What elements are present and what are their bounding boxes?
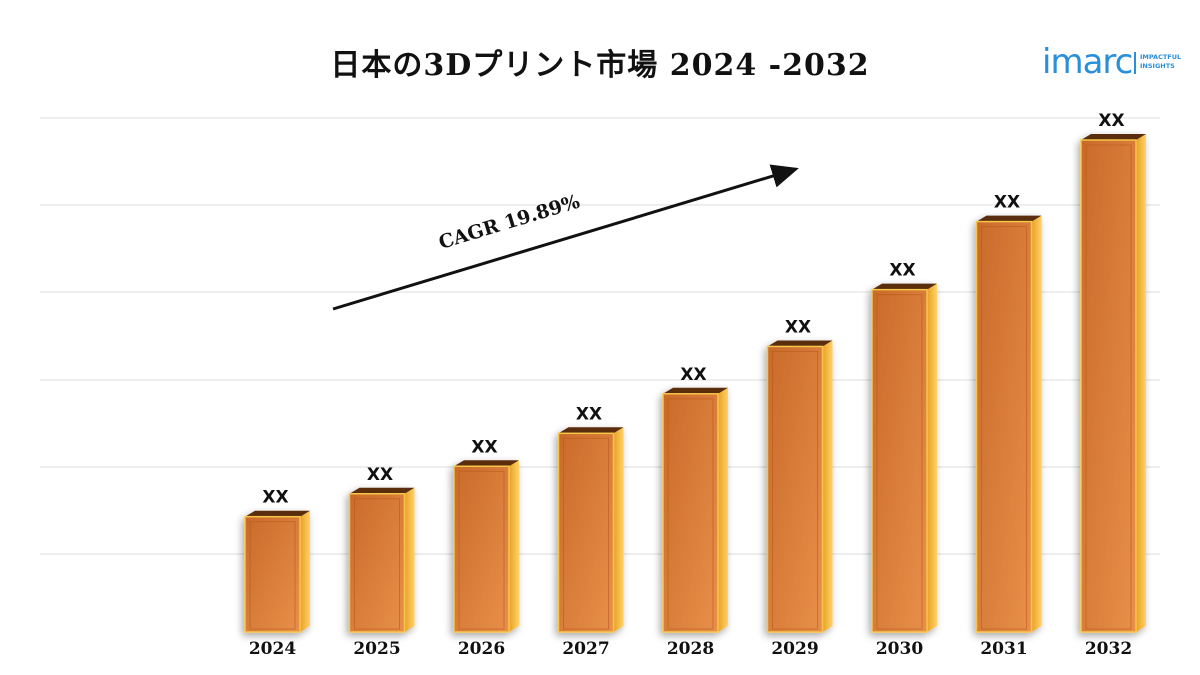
bar-top	[663, 387, 728, 394]
bar-inner-frame	[249, 521, 296, 630]
bar-top	[558, 427, 624, 434]
bar-front	[662, 393, 719, 633]
cagr-annotation: CAGR 19.89%	[332, 164, 799, 311]
bar-value-label: XX	[367, 465, 393, 485]
bar-side	[509, 460, 519, 632]
bar-front	[1080, 139, 1137, 633]
bar	[1080, 134, 1146, 633]
x-tick-label: 2031	[980, 639, 1027, 659]
bar-inner-frame	[667, 398, 714, 630]
bar-top	[1081, 134, 1146, 140]
x-tick-label: 2028	[667, 639, 714, 659]
bar	[557, 427, 624, 633]
bar-value-label: XX	[576, 404, 602, 424]
x-tick-label: 2032	[1085, 639, 1132, 659]
x-tick-label: 2029	[771, 639, 818, 659]
bar-top	[767, 340, 833, 347]
bar	[244, 510, 310, 633]
logo-tagline-line-2: INSIGHTS	[1140, 62, 1175, 70]
bar-side	[927, 283, 937, 632]
bar	[348, 487, 415, 633]
bar-front	[453, 465, 510, 633]
bar	[766, 340, 833, 633]
imarc-logo: imarc IMPACTFUL INSIGHTS	[1040, 40, 1190, 90]
bar-value-label: XX	[1098, 111, 1124, 131]
logo-wordmark: imarc	[1042, 42, 1133, 82]
bar-side	[613, 427, 624, 632]
bar-top	[245, 510, 310, 517]
logo-tagline-line-1: IMPACTFUL	[1140, 53, 1182, 61]
logo-tagline: IMPACTFUL INSIGHTS	[1140, 53, 1181, 71]
bar	[453, 460, 519, 633]
bar-top	[976, 215, 1042, 222]
bar-front	[244, 515, 301, 633]
bar-inner-frame	[981, 226, 1027, 630]
x-tick-label: 2026	[458, 639, 505, 659]
chart-title: 日本の3Dプリント市場 2024 -2032	[330, 48, 870, 83]
x-tick-label: 2030	[876, 639, 923, 659]
bar-inner-frame	[563, 437, 609, 630]
bar-top	[349, 487, 415, 494]
bar-value-label: XX	[262, 488, 288, 508]
bar-inner-frame	[772, 350, 818, 630]
bar-top	[454, 460, 519, 467]
x-tick-label: 2024	[249, 639, 296, 659]
cagr-arrow	[332, 164, 799, 311]
bar-front	[348, 493, 406, 633]
bar-front	[975, 220, 1033, 633]
bar-front	[871, 288, 928, 633]
bar-value-label: XX	[785, 317, 811, 337]
bar-top	[872, 283, 937, 290]
bar-side	[718, 387, 728, 632]
x-tick-label: 2025	[353, 639, 400, 659]
bar-side	[404, 487, 415, 632]
bar	[871, 283, 937, 633]
bar-front	[557, 432, 615, 633]
bar-value-label: XX	[471, 437, 497, 457]
logo-divider	[1134, 52, 1136, 74]
bar-side	[1136, 134, 1146, 632]
bar	[975, 215, 1042, 633]
bar-inner-frame	[876, 294, 923, 630]
bar-value-label: XX	[889, 261, 915, 281]
bar	[662, 387, 728, 633]
cagr-label: CAGR 19.89%	[436, 191, 582, 254]
bar-side	[300, 510, 310, 632]
bar-value-label: XX	[994, 193, 1020, 213]
bar-inner-frame	[458, 470, 505, 630]
bars: XX 2024 XX 2025 XX 2026 XX 2027 XX 2028 XX 2029 XX 20…	[244, 111, 1146, 659]
bar-side	[1031, 215, 1042, 632]
bar-side	[822, 340, 833, 632]
bar-inner-frame	[1085, 144, 1132, 630]
x-tick-label: 2027	[562, 639, 609, 659]
bar-inner-frame	[354, 498, 400, 630]
bar-value-label: XX	[680, 365, 706, 385]
bar-front	[766, 345, 824, 633]
